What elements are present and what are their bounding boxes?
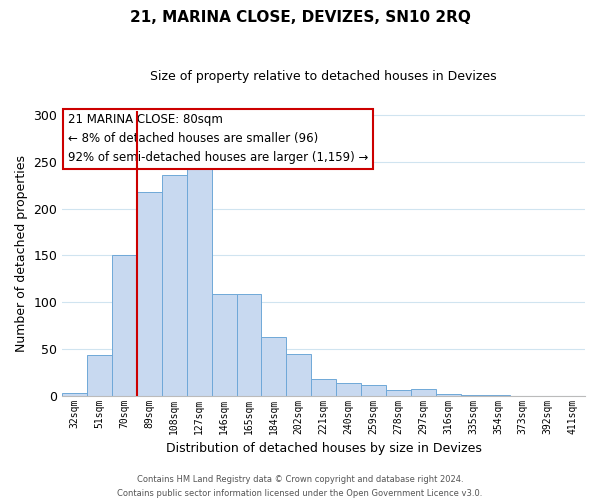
Bar <box>485 394 511 396</box>
Y-axis label: Number of detached properties: Number of detached properties <box>15 154 28 352</box>
Bar <box>137 192 162 396</box>
Bar <box>236 294 262 396</box>
X-axis label: Distribution of detached houses by size in Devizes: Distribution of detached houses by size … <box>166 442 482 455</box>
Bar <box>361 386 386 396</box>
Bar <box>336 382 361 396</box>
Bar <box>436 394 461 396</box>
Bar <box>386 390 411 396</box>
Text: 21, MARINA CLOSE, DEVIZES, SN10 2RQ: 21, MARINA CLOSE, DEVIZES, SN10 2RQ <box>130 10 470 25</box>
Bar <box>162 175 187 396</box>
Text: 21 MARINA CLOSE: 80sqm
← 8% of detached houses are smaller (96)
92% of semi-deta: 21 MARINA CLOSE: 80sqm ← 8% of detached … <box>68 114 368 164</box>
Bar <box>461 394 485 396</box>
Bar <box>112 256 137 396</box>
Bar <box>212 294 236 396</box>
Text: Contains HM Land Registry data © Crown copyright and database right 2024.
Contai: Contains HM Land Registry data © Crown c… <box>118 476 482 498</box>
Bar <box>87 354 112 396</box>
Bar <box>311 379 336 396</box>
Bar <box>286 354 311 396</box>
Bar <box>187 165 212 396</box>
Bar <box>62 393 87 396</box>
Bar <box>411 389 436 396</box>
Bar <box>262 337 286 396</box>
Title: Size of property relative to detached houses in Devizes: Size of property relative to detached ho… <box>151 70 497 83</box>
